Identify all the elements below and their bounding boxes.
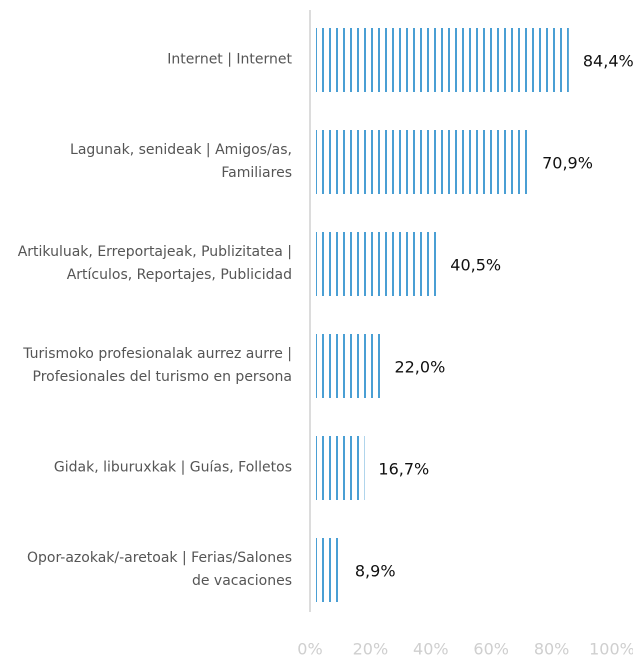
category-label: Artikuluak, Erreportajeak, Publizitatea … — [17, 244, 292, 283]
x-tick-label: 40% — [413, 640, 449, 659]
bar — [316, 28, 569, 92]
category-label: Lagunak, senideak | Amigos/as, Familiare… — [70, 142, 292, 181]
bar — [316, 538, 341, 602]
value-label: 70,9% — [542, 154, 593, 173]
x-tick-label: 60% — [473, 640, 509, 659]
bar — [316, 436, 365, 500]
category-label: Opor-azokak/-aretoak | Ferias/Salones de… — [26, 550, 292, 589]
value-label: 22,0% — [394, 358, 445, 377]
x-tick-label: 0% — [297, 640, 322, 659]
x-tick-label: 80% — [534, 640, 570, 659]
bar — [316, 130, 529, 194]
category-label: Gidak, liburuxkak | Guías, Folletos — [53, 459, 292, 476]
value-label: 16,7% — [378, 460, 429, 479]
x-tick-label: 20% — [353, 640, 389, 659]
value-label: 8,9% — [355, 562, 396, 581]
x-tick-label: 100% — [589, 640, 633, 659]
category-label: Turismoko profesionalak aurrez aurre | P… — [23, 346, 292, 385]
value-label: 84,4% — [583, 52, 633, 71]
bar — [316, 334, 381, 398]
value-label: 40,5% — [450, 256, 501, 275]
category-label: Internet | Internet — [167, 51, 292, 68]
bar — [316, 232, 437, 296]
